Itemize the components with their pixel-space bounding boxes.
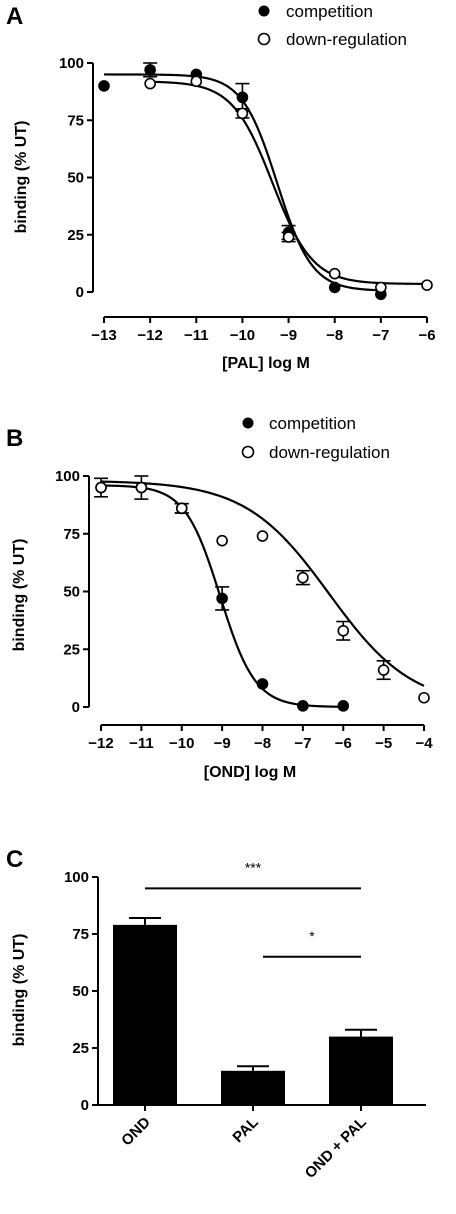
x-tick-label: −12 <box>88 735 113 752</box>
panel-b-plot-area <box>94 475 430 712</box>
data-point-down-regulation <box>297 571 309 584</box>
x-tick-label: −7 <box>372 327 389 344</box>
panel-c-plot-area: **** <box>113 859 393 1105</box>
data-point-down-regulation <box>236 107 249 120</box>
x-tick-label: −12 <box>137 327 162 344</box>
x-tick-label: −11 <box>129 735 154 752</box>
data-point-competition <box>216 592 228 605</box>
x-tick-label: −11 <box>184 327 209 344</box>
legend-marker-competition <box>242 417 254 429</box>
data-point-competition <box>144 64 156 76</box>
panel-b-letter: B <box>6 425 23 452</box>
panel-b: B competition down-regulation 0 25 50 75 100… <box>6 414 433 781</box>
y-tick-label: 75 <box>72 926 89 943</box>
y-tick-label: 50 <box>67 170 84 187</box>
panel-b-legend: competition down-regulation <box>241 414 390 462</box>
legend-marker-competition <box>258 5 270 17</box>
data-point-competition <box>236 91 249 104</box>
bar-OND + PAL <box>329 1036 393 1105</box>
x-tick-label: −13 <box>91 327 116 344</box>
data-point-down-regulation <box>418 691 430 704</box>
bar-OND <box>113 924 177 1105</box>
data-point-down-regulation <box>216 534 228 547</box>
panel-a-letter: A <box>6 3 23 30</box>
x-tick-label: −9 <box>280 327 297 344</box>
panel-a: A competition down-regulation 0 25 50 75 100… <box>6 2 436 372</box>
data-point-down-regulation <box>337 624 350 637</box>
panel-b-x-axis-title: [OND] log M <box>204 764 296 781</box>
legend-marker-down-regulation <box>241 445 255 459</box>
data-point-down-regulation <box>95 481 107 494</box>
y-tick-label: 0 <box>72 699 80 716</box>
x-tick-label: −6 <box>418 327 435 344</box>
legend-label-competition: competition <box>269 414 356 433</box>
x-category-label: PAL <box>229 1114 261 1146</box>
y-tick-label: 100 <box>59 55 84 72</box>
x-tick-label: −10 <box>230 327 255 344</box>
x-tick-label: −9 <box>214 735 231 752</box>
x-category-label: OND + PAL <box>302 1114 370 1182</box>
y-tick-label: 75 <box>67 112 84 129</box>
significance-label: * <box>309 928 315 944</box>
bar-PAL <box>221 1070 285 1105</box>
x-tick-label: −6 <box>335 735 352 752</box>
panel-b-y-axis-title: binding (% UT) <box>11 539 28 652</box>
y-tick-label: 0 <box>81 1097 89 1114</box>
significance-label: *** <box>245 859 262 875</box>
data-point-down-regulation <box>377 664 390 676</box>
y-tick-label: 50 <box>72 983 89 1000</box>
data-point-down-regulation <box>190 75 203 88</box>
y-tick-label: 100 <box>55 468 80 485</box>
fit-curve-down-regulation <box>150 80 427 285</box>
legend-label-competition: competition <box>286 2 373 21</box>
data-point-competition <box>256 678 269 690</box>
data-point-down-regulation <box>421 279 433 291</box>
y-tick-label: 100 <box>64 869 89 886</box>
x-tick-label: −8 <box>326 327 343 344</box>
y-tick-label: 0 <box>76 284 84 301</box>
data-point-competition <box>98 80 110 92</box>
y-tick-label: 25 <box>67 227 84 244</box>
y-tick-label: 50 <box>63 584 80 601</box>
y-tick-label: 25 <box>72 1040 89 1057</box>
legend-marker-down-regulation <box>257 32 271 46</box>
panel-a-legend: competition down-regulation <box>257 2 407 49</box>
y-tick-label: 75 <box>63 526 80 543</box>
legend-label-down-regulation: down-regulation <box>269 443 390 462</box>
data-point-competition <box>337 700 350 712</box>
data-point-competition <box>297 700 309 712</box>
x-tick-label: −7 <box>294 735 311 752</box>
legend-label-down-regulation: down-regulation <box>286 30 407 49</box>
x-tick-label: −5 <box>375 735 392 752</box>
x-tick-label: −8 <box>254 735 271 752</box>
panel-b-axes: 0 25 50 75 100 −12 −11 −10 −9 −8 −7 −6 −5 −4 <box>55 468 433 752</box>
panel-a-plot-area <box>98 62 433 301</box>
data-point-down-regulation <box>256 530 269 542</box>
data-point-down-regulation <box>375 281 387 294</box>
data-point-competition <box>328 281 341 294</box>
panel-a-y-axis-title: binding (% UT) <box>13 121 30 234</box>
data-point-down-regulation <box>328 267 341 280</box>
panel-a-x-axis-title: [PAL] log M <box>222 355 310 372</box>
data-point-down-regulation <box>175 502 188 515</box>
y-tick-label: 25 <box>63 641 80 658</box>
x-tick-label: −10 <box>169 735 194 752</box>
fit-curve-down-regulation <box>100 480 425 687</box>
x-category-label: OND <box>118 1114 154 1150</box>
x-tick-label: −4 <box>415 735 433 752</box>
panel-c-y-axis-title: binding (% UT) <box>11 934 28 1047</box>
data-point-down-regulation <box>135 481 148 494</box>
panel-c-letter: C <box>6 846 23 873</box>
panel-a-axes: 0 25 50 75 100 −13 −12 −11 −10 −9 −8 −7 −6 <box>59 55 436 344</box>
data-point-down-regulation <box>144 77 156 90</box>
data-point-down-regulation <box>282 231 295 243</box>
